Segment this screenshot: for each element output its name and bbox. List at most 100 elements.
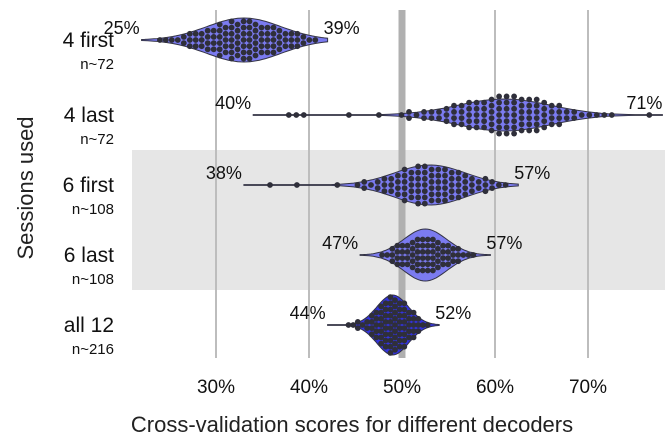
data-point	[192, 30, 199, 37]
max-score-label: 39%	[324, 18, 360, 38]
data-point	[374, 179, 381, 185]
data-point	[394, 255, 401, 261]
data-point	[646, 112, 653, 118]
data-point	[396, 319, 403, 325]
data-point	[228, 18, 235, 25]
violin-4-last	[252, 98, 663, 132]
data-point	[511, 118, 517, 125]
data-point	[216, 34, 223, 40]
data-point	[378, 309, 384, 316]
data-point	[264, 37, 271, 43]
data-point	[216, 40, 223, 46]
data-point	[455, 252, 462, 258]
data-point	[445, 249, 451, 255]
data-point	[424, 261, 431, 268]
data-point	[246, 18, 253, 25]
data-point	[401, 331, 408, 338]
data-point	[354, 319, 361, 325]
data-point	[421, 194, 428, 201]
data-point	[488, 115, 495, 121]
data-point	[442, 166, 448, 173]
data-point	[374, 185, 381, 192]
data-point	[401, 191, 408, 198]
data-point	[419, 261, 426, 268]
data-point	[533, 127, 540, 134]
data-point	[222, 30, 229, 37]
data-point	[571, 109, 578, 115]
data-point	[548, 121, 555, 128]
data-point	[450, 245, 456, 252]
data-point	[228, 43, 235, 50]
data-point	[186, 37, 193, 43]
data-point	[204, 46, 211, 53]
data-point	[414, 236, 421, 243]
data-point	[246, 55, 253, 62]
max-score-label: 52%	[435, 303, 471, 323]
data-point	[473, 118, 480, 125]
data-point	[228, 30, 235, 37]
data-point	[258, 49, 265, 56]
data-point	[228, 37, 235, 43]
data-point	[435, 197, 442, 204]
data-point	[421, 175, 428, 182]
data-point	[388, 182, 395, 188]
data-point	[578, 112, 585, 118]
data-point	[563, 109, 570, 115]
data-point	[419, 242, 426, 249]
data-point	[382, 325, 389, 331]
data-point	[496, 105, 502, 112]
data-point	[408, 175, 415, 182]
data-point	[475, 185, 482, 192]
data-point	[387, 306, 394, 313]
data-point	[448, 188, 455, 195]
data-point	[410, 315, 417, 322]
group-label: 4 first	[63, 29, 115, 52]
data-point	[556, 121, 563, 128]
data-point	[246, 49, 253, 56]
data-point	[282, 37, 289, 43]
data-point	[428, 115, 435, 121]
data-point	[428, 172, 435, 179]
data-point	[469, 188, 475, 195]
data-point	[601, 112, 608, 118]
data-point	[496, 124, 502, 131]
data-point	[394, 261, 401, 268]
data-point	[443, 112, 450, 118]
data-point	[240, 49, 247, 56]
data-point	[442, 172, 448, 179]
data-point	[294, 37, 301, 43]
label-layer: 25% 39% 4 first n~72 40% 71% 4 last n~72 38% 57% 6…	[63, 18, 663, 358]
data-point	[424, 322, 431, 328]
data-point	[450, 258, 456, 265]
data-point	[282, 30, 289, 37]
data-point	[419, 255, 426, 261]
data-point	[222, 24, 229, 31]
data-point	[378, 334, 384, 341]
data-point	[378, 328, 384, 335]
data-point	[458, 102, 465, 109]
data-point	[394, 242, 401, 249]
data-point	[518, 115, 525, 121]
data-point	[406, 328, 412, 335]
data-point	[563, 115, 570, 121]
data-point	[270, 30, 277, 37]
data-point	[373, 334, 380, 341]
data-point	[409, 239, 416, 246]
data-point	[228, 55, 235, 62]
data-point	[234, 27, 241, 34]
group-n-label: n~72	[80, 131, 114, 148]
data-point	[473, 99, 480, 106]
data-point	[368, 325, 375, 331]
data-point	[526, 102, 533, 109]
data-point	[442, 185, 448, 192]
data-point	[421, 115, 427, 121]
max-score-label: 71%	[626, 93, 662, 113]
data-point	[270, 24, 277, 31]
data-point	[264, 24, 271, 31]
data-point	[406, 309, 412, 316]
data-point	[216, 21, 223, 28]
data-point	[354, 182, 361, 188]
min-score-label: 25%	[104, 18, 140, 38]
data-point	[300, 112, 307, 118]
